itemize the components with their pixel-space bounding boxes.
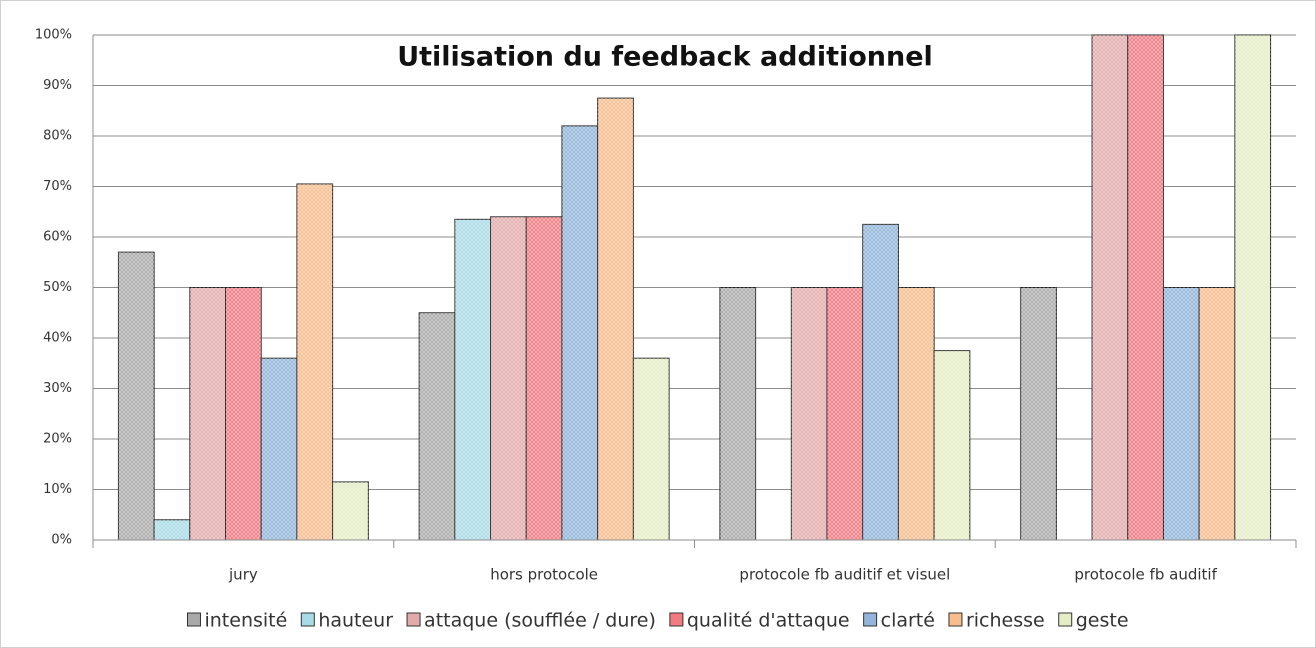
- y-tick-label: 0%: [51, 533, 72, 548]
- bar-hatch: [332, 481, 369, 540]
- legend-swatch: [669, 612, 684, 627]
- legend-swatch: [948, 612, 963, 627]
- y-tick-label: 50%: [43, 280, 72, 295]
- bar-hatch: [862, 224, 899, 540]
- y-tick-label: 60%: [43, 230, 72, 245]
- x-tick-label: hors protocole: [490, 566, 598, 584]
- bar-hatch: [898, 287, 935, 540]
- legend-label: richesse: [966, 610, 1045, 632]
- bar-hatch: [225, 287, 262, 540]
- legend-swatch: [406, 612, 421, 627]
- bar-hatch: [561, 125, 598, 541]
- legend-swatch: [300, 612, 315, 627]
- legend-label: attaque (soufflée / dure): [424, 610, 656, 632]
- y-tick-label: 20%: [43, 432, 72, 447]
- bar-hatch: [296, 183, 333, 540]
- bar-hatch: [1127, 35, 1164, 540]
- bar-hatch: [526, 216, 562, 541]
- legend-label: intensité: [204, 610, 287, 632]
- bar-hatch: [934, 350, 970, 540]
- bar-hatch: [791, 287, 828, 540]
- legend-label: clarté: [881, 610, 935, 632]
- chart-title: Utilisation du feedback additionnel: [397, 42, 933, 73]
- bar-hatch: [419, 312, 455, 540]
- legend-label: geste: [1076, 610, 1129, 632]
- bar-hatch: [827, 287, 863, 540]
- y-tick-label: 30%: [43, 381, 72, 396]
- y-tick-label: 100%: [35, 28, 72, 43]
- bar-hatch: [719, 287, 756, 540]
- y-tick-label: 40%: [43, 331, 72, 346]
- bar-hatch: [189, 287, 226, 540]
- bar-hatch: [454, 219, 491, 540]
- legend-swatch: [186, 612, 201, 627]
- bar-hatch: [118, 252, 155, 540]
- legend-label: hauteur: [318, 610, 393, 632]
- x-tick-label: protocole fb auditif et visuel: [739, 566, 950, 584]
- x-tick-label: jury: [228, 566, 258, 584]
- y-tick-label: 80%: [43, 129, 72, 144]
- x-tick-label: protocole fb auditif: [1074, 566, 1217, 584]
- y-tick-label: 10%: [43, 482, 72, 497]
- bar-hatch: [1163, 287, 1200, 540]
- bar-hatch: [597, 98, 634, 540]
- bar-hatch: [1020, 287, 1057, 540]
- bar-hatch: [633, 358, 670, 540]
- y-tick-label: 70%: [43, 179, 72, 194]
- bar-hatch: [1199, 287, 1235, 540]
- y-tick-label: 90%: [43, 78, 72, 93]
- bar-hatch: [154, 519, 190, 540]
- legend-label: qualité d'attaque: [687, 610, 850, 632]
- bar-hatch: [1234, 35, 1271, 540]
- bar-hatch: [490, 216, 527, 541]
- legend-swatch: [1058, 612, 1073, 627]
- legend-swatch: [863, 612, 878, 627]
- bar-hatch: [1092, 35, 1128, 540]
- bar-hatch: [261, 358, 297, 540]
